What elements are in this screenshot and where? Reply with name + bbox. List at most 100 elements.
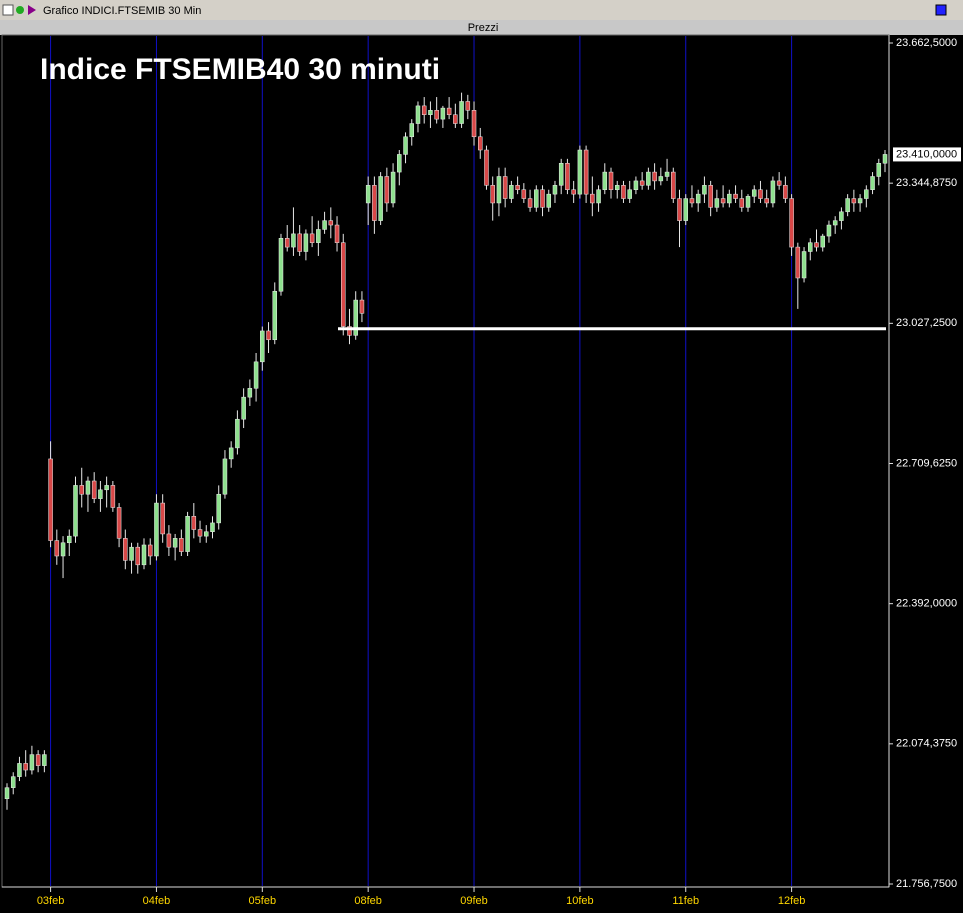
candle-body — [284, 238, 290, 248]
x-tick-label: 10feb — [566, 895, 594, 907]
candle-body — [228, 447, 234, 460]
candle-body — [515, 185, 520, 190]
panel-bar — [0, 20, 963, 35]
candle-body — [502, 176, 508, 199]
candle-body — [471, 110, 477, 138]
candle-body — [714, 198, 720, 208]
candle-body — [876, 163, 882, 177]
candle-body — [359, 299, 365, 314]
candle-body — [104, 485, 109, 491]
candle-body — [222, 458, 228, 495]
window-button[interactable] — [935, 4, 947, 16]
candle-body — [334, 224, 340, 243]
candle-body — [770, 180, 776, 204]
candle-body — [73, 485, 78, 537]
candle-body — [191, 516, 197, 530]
x-tick-label: 05feb — [249, 895, 277, 907]
candle-body — [147, 544, 153, 557]
candle-body — [303, 233, 309, 252]
x-tick-label: 04feb — [143, 895, 171, 907]
candle-body — [590, 193, 595, 204]
candle-body — [758, 189, 763, 199]
candle-body — [23, 763, 28, 771]
candle-body — [116, 507, 122, 539]
menu-icon[interactable] — [2, 4, 14, 16]
candle-body — [465, 101, 471, 111]
candle-body — [453, 114, 458, 124]
candle-body — [546, 193, 551, 208]
candle-body — [397, 154, 402, 173]
candle-body — [403, 136, 408, 155]
x-tick-label: 12feb — [778, 895, 806, 907]
candle-body — [627, 189, 632, 199]
candle-body — [197, 529, 203, 537]
candle-body — [602, 171, 608, 190]
candle-body — [552, 185, 558, 195]
candle-body — [434, 110, 439, 120]
window-title: Grafico INDICI.FTSEMIB 30 Min — [43, 5, 201, 17]
candle-body — [160, 502, 165, 535]
candle-body — [683, 198, 688, 221]
candle-body — [702, 185, 707, 195]
candle-body — [540, 189, 545, 208]
candle-body — [415, 105, 421, 124]
y-tick-label: 23.027,2500 — [896, 317, 957, 329]
candle-body — [652, 171, 657, 182]
candle-body — [783, 185, 788, 199]
candle-body — [646, 171, 651, 186]
candle-body — [67, 535, 72, 544]
candle-body — [110, 485, 116, 508]
candle-body — [857, 198, 863, 204]
candle-body — [751, 189, 757, 197]
candle-body — [671, 171, 676, 199]
candle-body — [353, 299, 358, 336]
chart-title: Indice FTSEMIB40 30 minuti — [40, 53, 440, 86]
candle-body — [322, 220, 327, 230]
candle-body — [509, 185, 514, 199]
candle-body — [98, 489, 103, 499]
candle-body — [839, 211, 844, 221]
candle-body — [154, 502, 159, 557]
candle-body — [297, 233, 302, 252]
candle-body — [123, 538, 128, 561]
candle-body — [826, 224, 832, 237]
candle-body — [253, 361, 259, 389]
candle-body — [727, 193, 732, 204]
candle-body — [341, 242, 346, 327]
candle-body — [477, 136, 483, 151]
candle-body — [577, 149, 583, 195]
price-label-box — [893, 147, 961, 162]
y-tick-label: 21.756,7500 — [896, 878, 957, 890]
candle-body — [60, 542, 66, 557]
candle-body — [328, 220, 334, 226]
candle-body — [260, 330, 265, 363]
candle-body — [521, 189, 527, 199]
y-tick-label: 22.709,6250 — [896, 457, 957, 469]
y-tick-label: 22.392,0000 — [896, 598, 957, 610]
candle-body — [459, 101, 464, 124]
play-icon[interactable] — [28, 5, 36, 15]
candle-body — [421, 105, 427, 115]
candle-body — [85, 480, 91, 495]
candle-body — [633, 180, 639, 190]
y-tick-label: 23.662,5000 — [896, 37, 957, 49]
candle-body — [185, 516, 190, 552]
candle-body — [596, 189, 601, 204]
candle-body — [527, 198, 533, 208]
candle-body — [733, 193, 738, 199]
candle-body — [851, 198, 857, 204]
candle-body — [658, 176, 664, 182]
candle-body — [54, 540, 60, 557]
x-tick-label: 09feb — [460, 895, 488, 907]
panel-title: Prezzi — [468, 22, 499, 34]
candle-body — [179, 538, 184, 552]
candle-body — [48, 458, 53, 541]
candle-body — [4, 787, 10, 799]
candle-body — [17, 763, 22, 777]
candle-body — [91, 480, 97, 499]
x-tick-label: 11feb — [672, 895, 699, 907]
candle-body — [571, 189, 576, 195]
plot-area — [1, 34, 890, 888]
candle-body — [272, 290, 278, 341]
candle-body — [241, 396, 246, 420]
